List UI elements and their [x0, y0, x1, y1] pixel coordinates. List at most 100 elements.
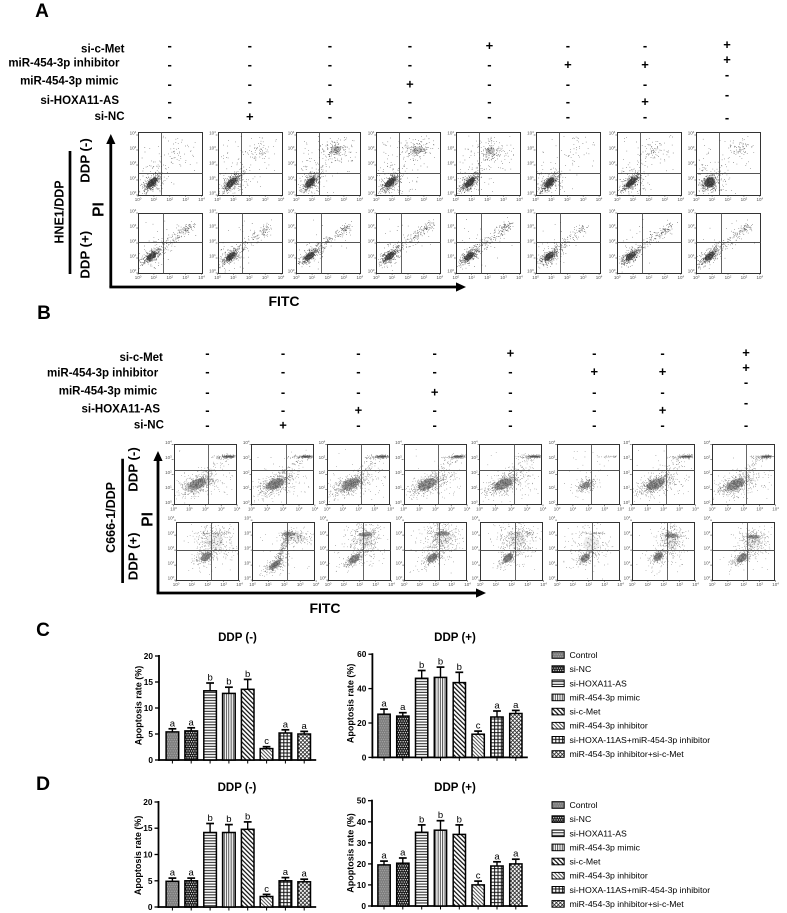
svg-text:-: - — [508, 384, 512, 399]
svg-text:Apoptosis rate (%): Apoptosis rate (%) — [133, 816, 143, 896]
svg-text:+: + — [326, 94, 334, 109]
svg-text:+: + — [723, 37, 731, 52]
svg-text:si-c-Met: si-c-Met — [570, 707, 601, 717]
svg-text:-: - — [592, 345, 596, 360]
svg-text:miR-454-3p mimic: miR-454-3p mimic — [570, 692, 641, 702]
svg-text:-: - — [281, 384, 285, 399]
svg-text:DDP (-): DDP (-) — [218, 632, 257, 644]
svg-text:miR-454-3p inhibitor+si-c-Met: miR-454-3p inhibitor+si-c-Met — [570, 749, 685, 759]
svg-text:-: - — [281, 345, 285, 360]
svg-text:+: + — [486, 38, 494, 53]
svg-text:-: - — [660, 345, 664, 360]
svg-text:-: - — [356, 345, 360, 360]
svg-text:-: - — [592, 417, 596, 432]
svg-text:miR-454-3p inhibitor: miR-454-3p inhibitor — [8, 58, 120, 70]
svg-text:-: - — [205, 402, 209, 417]
svg-text:+: + — [564, 57, 572, 72]
svg-text:a: a — [494, 701, 500, 712]
svg-text:-: - — [205, 345, 209, 360]
svg-text:-: - — [168, 77, 172, 92]
svg-text:a: a — [513, 849, 519, 860]
svg-text:b: b — [245, 811, 250, 822]
svg-text:-: - — [205, 417, 209, 432]
svg-text:-: - — [408, 94, 412, 109]
svg-text:DDP (+): DDP (+) — [126, 532, 141, 580]
svg-text:si-HOXA-11AS+miR-454-3p inhibi: si-HOXA-11AS+miR-454-3p inhibitor — [570, 885, 711, 895]
svg-text:-: - — [328, 109, 332, 124]
svg-text:B: B — [37, 303, 51, 324]
svg-text:A: A — [35, 1, 49, 22]
svg-text:-: - — [508, 402, 512, 417]
svg-text:-: - — [248, 38, 252, 53]
svg-text:0: 0 — [361, 901, 366, 911]
svg-text:FITC: FITC — [268, 293, 299, 309]
svg-text:si-c-Met: si-c-Met — [570, 857, 601, 867]
svg-text:-: - — [566, 38, 570, 53]
svg-text:-: - — [248, 94, 252, 109]
svg-text:+: + — [246, 109, 254, 124]
svg-text:+: + — [659, 402, 667, 417]
svg-text:-: - — [328, 57, 332, 72]
svg-text:b: b — [419, 660, 424, 671]
svg-text:D: D — [36, 773, 50, 795]
svg-text:-: - — [566, 109, 570, 124]
svg-text:a: a — [302, 721, 308, 732]
svg-text:Apoptosis rate (%): Apoptosis rate (%) — [346, 813, 356, 893]
svg-text:-: - — [408, 109, 412, 124]
svg-text:+: + — [591, 364, 599, 379]
svg-text:20: 20 — [143, 797, 153, 807]
svg-text:-: - — [508, 364, 512, 379]
svg-text:50: 50 — [357, 796, 367, 806]
svg-text:si-NC: si-NC — [94, 111, 124, 123]
svg-text:30: 30 — [357, 838, 367, 848]
svg-text:-: - — [168, 57, 172, 72]
svg-text:-: - — [566, 77, 570, 92]
svg-text:-: - — [725, 110, 729, 125]
svg-text:-: - — [725, 67, 729, 82]
svg-text:-: - — [356, 364, 360, 379]
svg-text:-: - — [205, 364, 209, 379]
svg-text:a: a — [302, 869, 308, 880]
svg-text:-: - — [744, 395, 748, 410]
svg-text:-: - — [433, 417, 437, 432]
svg-text:a: a — [170, 718, 176, 729]
svg-text:si-c-Met: si-c-Met — [119, 352, 163, 364]
svg-text:a: a — [170, 868, 176, 879]
svg-text:+: + — [742, 345, 750, 360]
svg-text:Control: Control — [570, 800, 598, 810]
svg-text:+: + — [431, 384, 439, 399]
svg-text:-: - — [487, 109, 491, 124]
svg-text:40: 40 — [357, 817, 367, 827]
svg-text:-: - — [643, 38, 647, 53]
svg-text:c: c — [476, 721, 481, 732]
svg-text:b: b — [245, 669, 250, 680]
svg-text:-: - — [248, 57, 252, 72]
svg-text:a: a — [400, 702, 406, 713]
svg-text:a: a — [189, 868, 195, 879]
svg-text:-: - — [433, 345, 437, 360]
svg-text:a: a — [189, 717, 195, 728]
svg-text:-: - — [356, 384, 360, 399]
svg-text:40: 40 — [357, 684, 367, 694]
svg-text:b: b — [438, 657, 443, 668]
svg-text:FITC: FITC — [309, 600, 340, 616]
svg-text:DDP (+): DDP (+) — [78, 231, 93, 279]
svg-text:b: b — [207, 673, 212, 684]
svg-text:c: c — [264, 884, 269, 895]
svg-text:miR-454-3p inhibitor+si-c-Met: miR-454-3p inhibitor+si-c-Met — [570, 899, 685, 909]
svg-text:-: - — [643, 109, 647, 124]
svg-text:-: - — [660, 384, 664, 399]
svg-text:c: c — [264, 736, 269, 747]
svg-text:+: + — [723, 52, 731, 67]
svg-text:b: b — [457, 814, 462, 825]
svg-text:a: a — [513, 700, 519, 711]
svg-text:b: b — [226, 677, 231, 688]
svg-text:-: - — [356, 417, 360, 432]
svg-text:si-NC: si-NC — [570, 814, 592, 824]
svg-text:miR-454-3p mimic: miR-454-3p mimic — [59, 385, 158, 397]
svg-text:10: 10 — [143, 850, 153, 860]
svg-text:miR-454-3p mimic: miR-454-3p mimic — [570, 842, 641, 852]
svg-text:-: - — [566, 94, 570, 109]
svg-text:si-c-Met: si-c-Met — [81, 43, 125, 55]
svg-text:miR-454-3p inhibitor: miR-454-3p inhibitor — [570, 871, 648, 881]
